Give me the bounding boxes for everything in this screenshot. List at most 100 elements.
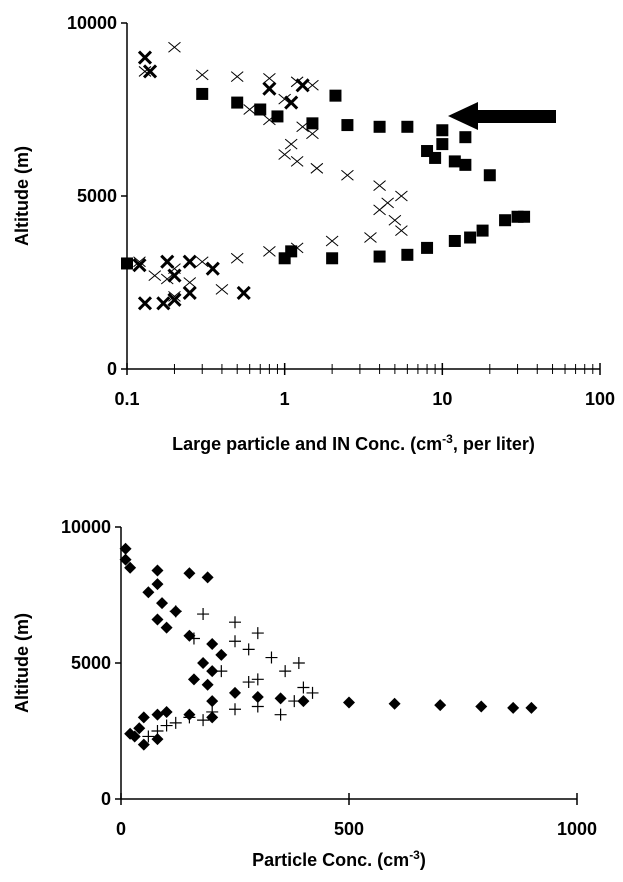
y-tick-label: 5000 [71, 653, 111, 673]
point [160, 254, 175, 269]
point [284, 138, 298, 150]
point [124, 727, 137, 740]
point [167, 292, 182, 307]
point [160, 719, 173, 732]
point [183, 711, 196, 724]
x-axis-label-part: Large particle and IN Conc. (cm [172, 434, 442, 454]
point [459, 158, 472, 171]
point [251, 700, 264, 713]
point [206, 695, 219, 708]
point [401, 120, 414, 133]
x-tick-label: 1000 [557, 819, 597, 839]
point [292, 657, 305, 669]
point [262, 81, 277, 96]
point [373, 180, 386, 192]
point [195, 256, 209, 268]
point [518, 210, 531, 223]
point [251, 627, 264, 640]
point [448, 155, 461, 168]
point [395, 225, 408, 236]
point [254, 103, 267, 116]
point [187, 673, 200, 686]
y-tick-label: 5000 [77, 186, 117, 206]
point [197, 714, 210, 727]
point [242, 676, 255, 689]
point [306, 117, 319, 130]
point [242, 643, 255, 656]
point [265, 651, 278, 664]
x-tick-label: 0 [116, 819, 126, 839]
point [201, 678, 214, 691]
point [448, 234, 461, 247]
point [169, 716, 182, 729]
point [230, 71, 244, 83]
point [142, 64, 158, 79]
point [168, 41, 181, 53]
point [133, 256, 146, 268]
point [167, 268, 182, 283]
point [325, 235, 339, 247]
x-axis-label: Particle Conc. (cm-3) [252, 848, 426, 870]
y-axis-label: Altitude (m) [12, 146, 32, 246]
point [475, 700, 488, 713]
point [373, 204, 386, 216]
point [436, 124, 449, 137]
point [151, 708, 164, 721]
point [151, 564, 164, 577]
point [373, 250, 386, 263]
point [169, 605, 182, 618]
point [138, 66, 152, 77]
point [326, 252, 339, 265]
point [290, 156, 304, 167]
x-axis-label-part: -3 [409, 848, 420, 862]
point [464, 231, 477, 244]
point [274, 692, 287, 705]
point [343, 696, 355, 709]
y-axis-label: Altitude (m) [12, 613, 32, 713]
point [206, 665, 219, 678]
point [121, 257, 133, 270]
x-axis-label-part: ) [420, 850, 426, 870]
y-tick-label: 10000 [61, 517, 111, 537]
point [436, 138, 449, 151]
point [230, 252, 244, 264]
point [182, 285, 197, 300]
point [142, 586, 155, 599]
point [278, 149, 291, 160]
point [236, 285, 251, 300]
point [483, 169, 496, 182]
x-tick-label: 500 [334, 819, 364, 839]
point [168, 290, 181, 302]
point [119, 553, 132, 566]
x-axis-label-part: Particle Conc. (cm [252, 850, 409, 870]
point [251, 691, 264, 703]
point [160, 705, 173, 718]
point [263, 72, 276, 84]
point [251, 673, 264, 686]
x-tick-label: 10 [432, 389, 452, 409]
point [160, 273, 174, 285]
point [229, 686, 241, 699]
point [279, 665, 292, 678]
point [388, 214, 402, 226]
x-axis-label-part: , per liter) [453, 434, 535, 454]
point [297, 681, 310, 694]
y-tick-label: 0 [101, 789, 111, 809]
point [183, 277, 197, 288]
point [288, 695, 301, 708]
point [284, 95, 299, 110]
x-tick-label: 1 [280, 389, 290, 409]
point [297, 695, 310, 708]
point [137, 296, 153, 311]
point [229, 703, 241, 716]
point [243, 104, 257, 115]
point [151, 613, 164, 626]
point [187, 632, 200, 645]
point [132, 258, 147, 273]
point [197, 657, 210, 669]
point [215, 284, 229, 295]
point [429, 151, 442, 164]
point [137, 50, 153, 65]
point [201, 571, 214, 584]
